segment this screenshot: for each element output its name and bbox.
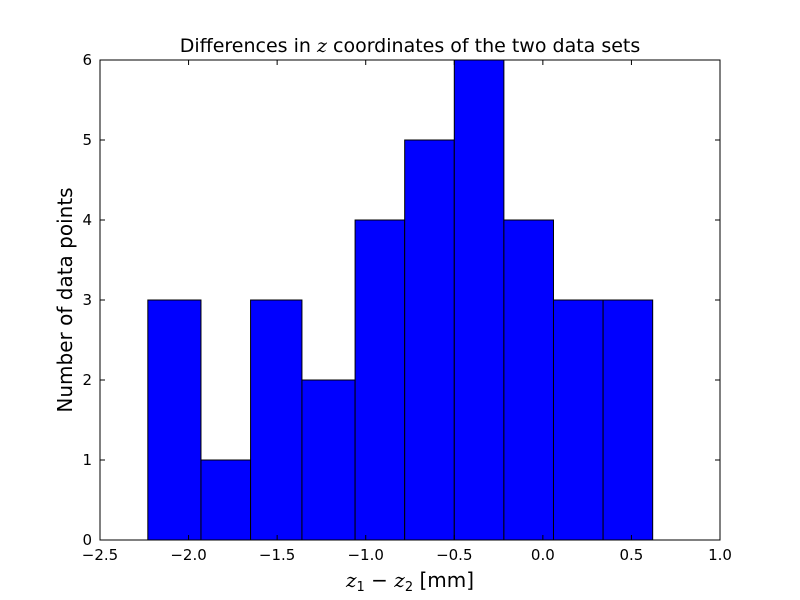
x-tick-label: −1.0 [347,546,383,564]
histogram-bar [404,139,455,541]
x-tick-label: 0.0 [531,546,555,564]
histogram-bar [250,299,303,541]
y-tick-label: 6 [82,51,92,69]
histogram-bar [602,299,654,541]
histogram-bar [503,219,554,541]
y-tick-label: 0 [82,531,92,549]
bars-group [147,59,654,541]
y-tick-label: 3 [82,291,92,309]
x-axis-label: z1 − z2 [mm] [345,568,474,595]
y-axis-label: Number of data points [53,187,77,412]
histogram-bar [552,299,604,541]
histogram-bar [453,59,505,541]
tick-labels-group: −2.5 −2.0 −1.5 −1.0 −0.5 0.0 0.5 1.0 0 1 2 3 4 5 6 [82,51,732,564]
x-tick-label: −1.5 [259,546,295,564]
histogram-bar [200,459,252,541]
x-tick-label: 0.5 [619,546,643,564]
plot-frame [99,59,721,541]
histogram-bar [301,379,356,541]
x-tick-label: −2.5 [82,546,118,564]
y-tick-label: 4 [82,211,92,229]
histogram-bar [354,219,406,541]
x-tick-label: −0.5 [436,546,472,564]
histogram-bar [147,299,202,541]
y-tick-label: 5 [82,131,92,149]
x-tick-label: 1.0 [708,546,732,564]
chart-title: Differences in z coordinates of the two … [180,35,641,57]
y-tick-label: 2 [82,371,92,389]
x-tick-label: −2.0 [170,546,206,564]
y-tick-label: 1 [82,451,92,469]
